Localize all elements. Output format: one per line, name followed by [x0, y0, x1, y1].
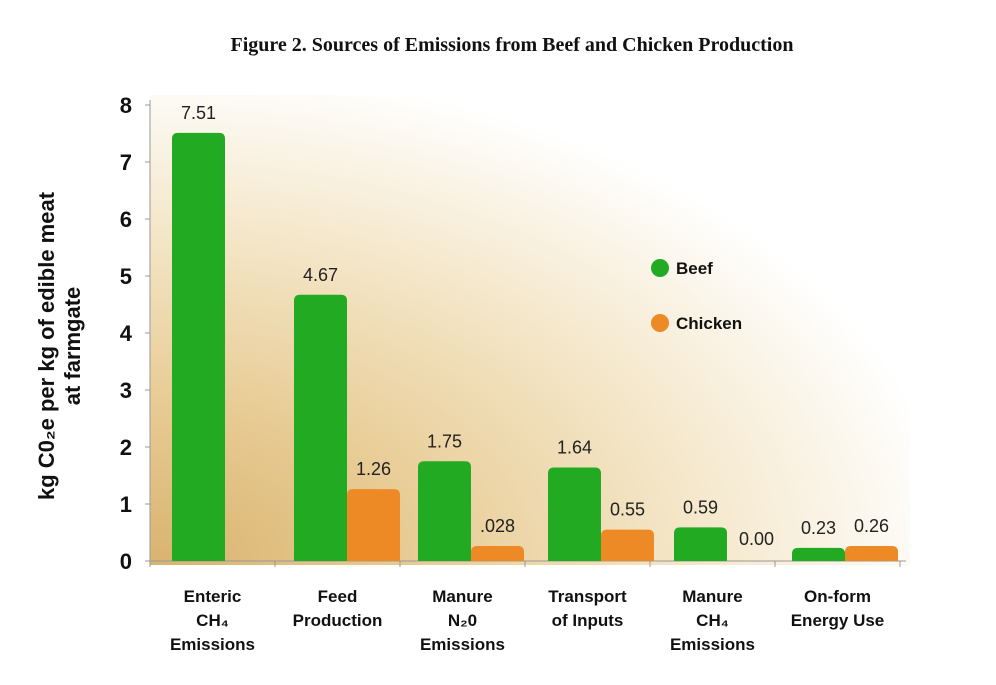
beef-bar [172, 132, 225, 561]
data-label: 1.75 [427, 431, 462, 451]
x-tick-label: Manure [432, 587, 492, 606]
chicken-bar [601, 529, 654, 561]
x-tick-label: Emissions [670, 635, 755, 654]
y-tick-label: 4 [120, 321, 133, 346]
x-tick-label: Manure [682, 587, 742, 606]
x-tick-label: Energy Use [791, 611, 885, 630]
x-tick-label: Emissions [170, 635, 255, 654]
x-tick-label: Feed [318, 587, 358, 606]
legend-swatch-chicken [651, 314, 669, 332]
y-tick-label: 3 [120, 378, 132, 403]
x-tick-label: On-form [804, 587, 871, 606]
beef-bar [548, 467, 601, 561]
x-tick-label: Emissions [420, 635, 505, 654]
legend-label-beef: Beef [676, 259, 713, 278]
chicken-bar [347, 489, 400, 561]
y-tick-label: 0 [120, 549, 132, 574]
data-label: 0.00 [739, 529, 774, 549]
chicken-bar [471, 546, 524, 561]
beef-bar [674, 527, 727, 561]
chart-background [150, 95, 910, 565]
x-tick-label: CH₄ [696, 611, 729, 630]
y-tick-label: 1 [120, 492, 132, 517]
legend-swatch-beef [651, 259, 669, 277]
data-label: .028 [480, 516, 515, 536]
x-tick-label: CH₄ [196, 611, 229, 630]
data-label: 7.51 [181, 103, 216, 123]
beef-bar [418, 461, 471, 561]
chart-title: Figure 2. Sources of Emissions from Beef… [230, 34, 794, 56]
y-tick-label: 8 [120, 93, 132, 118]
chicken-bar [845, 546, 898, 561]
y-tick-label: 5 [120, 264, 132, 289]
data-label: 0.55 [610, 500, 645, 520]
beef-bar [294, 294, 347, 561]
x-tick-label: Production [293, 611, 383, 630]
x-tick-label: N₂0 [448, 611, 477, 630]
legend-label-chicken: Chicken [676, 314, 742, 333]
data-label: 1.64 [557, 438, 592, 458]
data-label: 0.23 [801, 518, 836, 538]
beef-bar [792, 547, 845, 561]
x-tick-label: Enteric [184, 587, 242, 606]
data-label: 0.59 [683, 497, 718, 517]
data-label: 1.26 [356, 459, 391, 479]
x-tick-label: of Inputs [552, 611, 624, 630]
y-tick-label: 7 [120, 150, 132, 175]
x-tick-label: Transport [548, 587, 627, 606]
data-label: 4.67 [303, 265, 338, 285]
data-label: 0.26 [854, 516, 889, 536]
y-tick-label: 6 [120, 207, 132, 232]
y-tick-label: 2 [120, 435, 132, 460]
